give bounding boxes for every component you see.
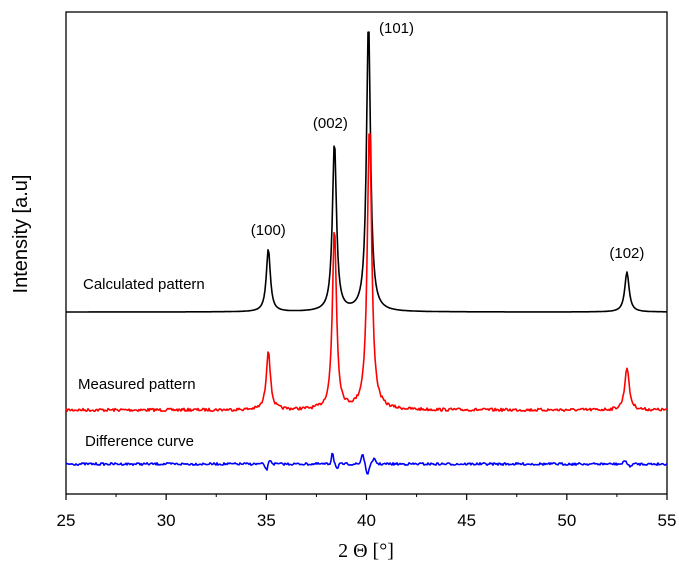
- x-tick-label: 45: [457, 511, 476, 530]
- x-tick-label: 25: [57, 511, 76, 530]
- peak-label: (102): [609, 245, 644, 262]
- x-tick-label: 50: [557, 511, 576, 530]
- series-layer: [65, 31, 668, 475]
- x-axis-ticks: 25 30 35 40 45 50 55: [57, 494, 677, 530]
- peak-label: (100): [251, 222, 286, 239]
- y-axis-title: Intensity [a.u]: [10, 175, 32, 294]
- series-line-0: [66, 31, 667, 313]
- series-line-2: [65, 452, 668, 475]
- x-tick-label: 55: [658, 511, 677, 530]
- x-tick-label: 35: [257, 511, 276, 530]
- x-tick-label: 30: [157, 511, 176, 530]
- peak-label: (101): [379, 20, 414, 37]
- series-line-1: [65, 133, 667, 413]
- x-axis-title: 2 Θ [°]: [338, 540, 394, 562]
- series-labels: Calculated pattern Measured pattern Differ…: [78, 276, 205, 450]
- peak-labels: (100) (002) (101) (102): [251, 20, 645, 262]
- x-tick-label: 40: [357, 511, 376, 530]
- series-label: Calculated pattern: [83, 276, 205, 293]
- series-label: Difference curve: [85, 433, 194, 450]
- series-label: Measured pattern: [78, 376, 196, 393]
- peak-label: (002): [313, 115, 348, 132]
